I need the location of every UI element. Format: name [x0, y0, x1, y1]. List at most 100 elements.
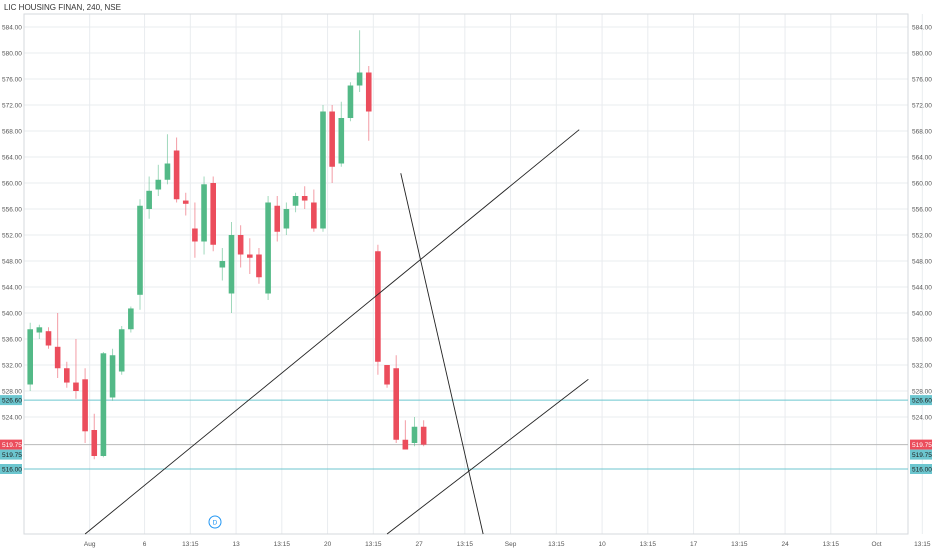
price-tick-label: 524.00: [912, 414, 932, 421]
price-badge-left: 516.00: [0, 464, 22, 474]
price-tick-label: 540.00: [2, 310, 22, 317]
candle-body-up: [118, 329, 125, 372]
price-tick-label: 580.00: [912, 50, 932, 57]
candle: [320, 105, 326, 232]
candle-body-down: [311, 202, 317, 229]
price-badge-label: 516.00: [2, 466, 22, 473]
dividend-marker-circle: [208, 515, 222, 529]
dividend-marker[interactable]: D: [208, 515, 222, 529]
candle-body-down: [301, 196, 308, 201]
candle: [173, 137, 180, 203]
time-tick-label: 24: [781, 541, 789, 548]
time-tick-label: 13:15: [365, 541, 382, 548]
trend-line[interactable]: [400, 173, 484, 535]
candle-body-down: [393, 368, 399, 440]
candle: [347, 82, 354, 122]
price-tick-label: 572.00: [912, 102, 932, 109]
candle: [100, 352, 107, 458]
candle-body-down: [210, 183, 216, 245]
price-badge-bg: [910, 449, 932, 460]
price-tick-label: 572.00: [2, 102, 22, 109]
dividend-marker-label: D: [213, 520, 218, 527]
candle-body-up: [109, 355, 116, 398]
price-tick-label: 584.00: [2, 24, 22, 31]
candle-body-up: [128, 308, 134, 330]
candle: [45, 327, 52, 349]
candle: [338, 101, 345, 167]
candle: [164, 134, 171, 185]
time-tick-label: 13:15: [548, 541, 565, 548]
trend-line[interactable]: [84, 129, 580, 535]
candle-body-down: [402, 439, 409, 450]
candle-body-up: [36, 327, 43, 333]
price-badges: 526.60 526.60 519.75 519.75 519.75 519.75 516.…: [0, 395, 932, 474]
candle: [155, 164, 162, 196]
price-tick-label: 540.00: [912, 310, 932, 317]
candle: [375, 244, 381, 375]
price-tick-label: 532.00: [912, 362, 932, 369]
price-badge-right: 516.00: [910, 464, 932, 474]
price-tick-label: 548.00: [912, 258, 932, 265]
candle-body-down: [173, 150, 180, 200]
candle-body-up: [228, 235, 235, 294]
candle-body-down: [247, 254, 253, 258]
candle-body-down: [73, 382, 79, 391]
candle-body-down: [420, 426, 427, 445]
candle-body-up: [146, 190, 152, 209]
time-axis: Aug 6 13:15 13 13:15 20 13:15 27 13:15 Sep 13:15 10…: [84, 541, 931, 548]
price-badge-bg: [0, 464, 22, 474]
candle-body-up: [356, 72, 363, 86]
price-tick-label: 544.00: [2, 284, 22, 291]
candle: [36, 324, 43, 339]
price-tick-label: 560.00: [2, 180, 22, 187]
candle: [356, 30, 363, 92]
candle: [73, 339, 79, 399]
candle: [201, 176, 207, 255]
price-tick-label: 536.00: [2, 336, 22, 343]
candle: [365, 66, 372, 141]
right-price-axis: 584.00 580.00 576.00 572.00 568.00 564.00 560.…: [912, 24, 932, 421]
candle-body-down: [91, 430, 98, 456]
candle: [247, 238, 253, 274]
price-tick-label: 528.00: [912, 388, 932, 395]
price-badge-bg: [0, 439, 22, 450]
time-tick-label: 13:15: [457, 541, 474, 548]
candle-body-up: [155, 179, 162, 190]
trend-line[interactable]: [386, 378, 589, 535]
time-tick-label: 13:15: [914, 541, 931, 548]
candle-body-up: [320, 111, 326, 229]
price-tick-label: 560.00: [912, 180, 932, 187]
candle: [128, 306, 134, 333]
candle: [301, 186, 308, 209]
price-badge-bg: [910, 464, 932, 474]
price-tick-label: 524.00: [2, 414, 22, 421]
candle: [283, 202, 290, 235]
price-tick-label: 576.00: [912, 76, 932, 83]
price-badge-right: 519.75: [910, 439, 932, 450]
trend-lines[interactable]: [84, 129, 589, 535]
time-tick-label: 13:15: [182, 541, 199, 548]
price-badge-bg: [0, 449, 22, 460]
candles: [27, 30, 427, 460]
candle-body-down: [45, 331, 52, 346]
price-tick-label: 536.00: [912, 336, 932, 343]
candle-body-down: [256, 254, 262, 278]
candle: [256, 248, 262, 284]
price-badge-label: 516.00: [912, 466, 932, 473]
time-tick-label: 13: [232, 541, 240, 548]
price-badge-label: 519.75: [912, 452, 932, 459]
time-tick-label: Sep: [505, 541, 517, 548]
candle-body-down: [54, 346, 61, 369]
time-tick-label: 13:15: [274, 541, 291, 548]
time-tick-label: 20: [324, 541, 332, 548]
price-tick-label: 564.00: [912, 154, 932, 161]
candle-body-up: [219, 261, 226, 268]
candle: [118, 326, 125, 375]
time-tick-label: 6: [143, 541, 147, 548]
candle-body-up: [411, 426, 418, 443]
time-tick-label: 13:15: [823, 541, 840, 548]
price-badge-bg: [910, 439, 932, 450]
price-tick-label: 568.00: [912, 128, 932, 135]
time-tick-label: Oct: [872, 541, 882, 548]
